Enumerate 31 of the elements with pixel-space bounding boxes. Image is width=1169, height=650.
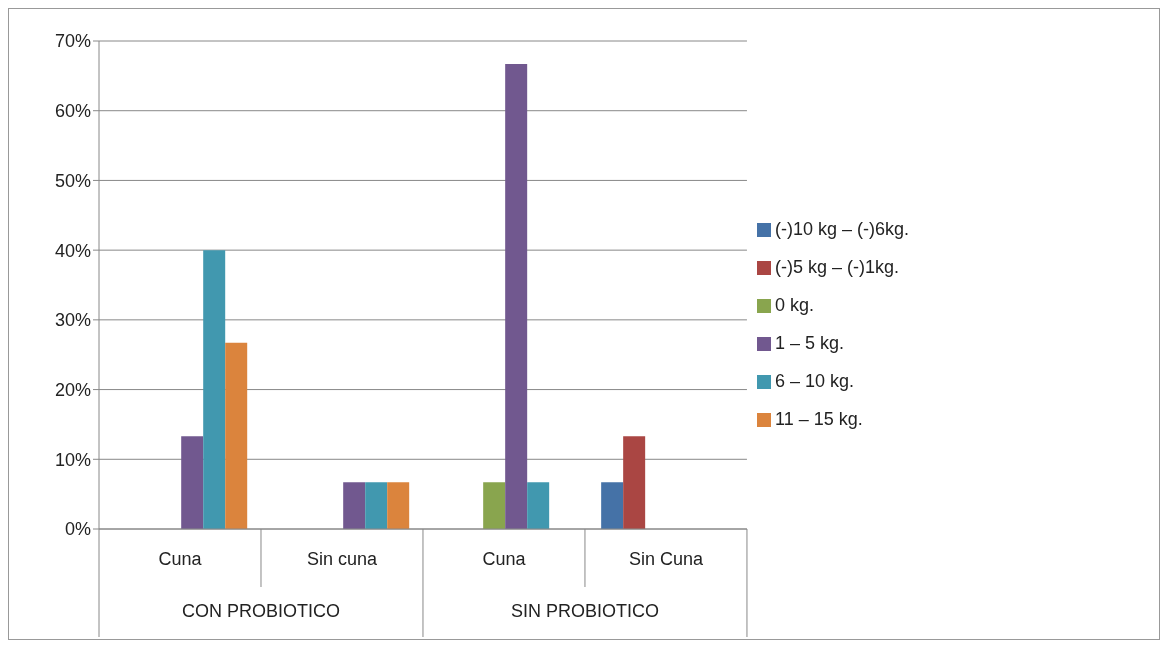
y-tick-label: 30% bbox=[54, 310, 91, 331]
bar bbox=[505, 64, 528, 529]
legend-label: 1 – 5 kg. bbox=[774, 333, 844, 353]
text: CON PROBIOTICO bbox=[181, 601, 340, 621]
bar bbox=[203, 250, 226, 529]
y-tick-label: 50% bbox=[54, 170, 91, 191]
x-tick-label: Sin cuna bbox=[306, 549, 378, 569]
bar bbox=[483, 482, 506, 529]
bar bbox=[225, 342, 248, 529]
legend-label: (-)10 kg – (-)6kg. bbox=[774, 219, 909, 239]
legend-label: (-)5 kg – (-)1kg. bbox=[774, 257, 899, 277]
x-tick-label: Cuna bbox=[158, 549, 203, 569]
x-tick-label: Sin Cuna bbox=[628, 549, 704, 569]
legend-label: 0 kg. bbox=[774, 295, 814, 315]
bar bbox=[387, 482, 410, 529]
bar bbox=[601, 482, 624, 529]
y-tick-label: 0% bbox=[64, 519, 91, 540]
bar bbox=[365, 482, 388, 529]
text: SIN PROBIOTICO bbox=[510, 601, 659, 621]
legend-label: 11 – 15 kg. bbox=[774, 409, 863, 429]
y-tick-label: 60% bbox=[54, 101, 91, 122]
bar bbox=[623, 436, 646, 529]
y-tick-label: 20% bbox=[54, 379, 91, 400]
x-tick-label: Cuna bbox=[482, 549, 527, 569]
y-tick-label: 10% bbox=[54, 449, 91, 470]
legend-label: 6 – 10 kg. bbox=[774, 371, 855, 391]
y-tick-label: 70% bbox=[54, 31, 91, 52]
bar bbox=[527, 482, 550, 529]
y-tick-label: 40% bbox=[54, 240, 91, 261]
bar bbox=[181, 436, 204, 529]
bar bbox=[343, 482, 366, 529]
